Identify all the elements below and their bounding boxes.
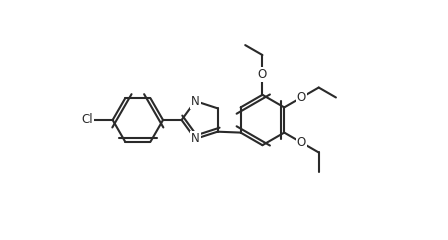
Text: Cl: Cl [81, 114, 93, 126]
Text: O: O [297, 136, 306, 149]
Text: N: N [191, 95, 200, 108]
Text: O: O [297, 91, 306, 104]
Text: N: N [191, 132, 200, 145]
Text: O: O [258, 68, 267, 81]
